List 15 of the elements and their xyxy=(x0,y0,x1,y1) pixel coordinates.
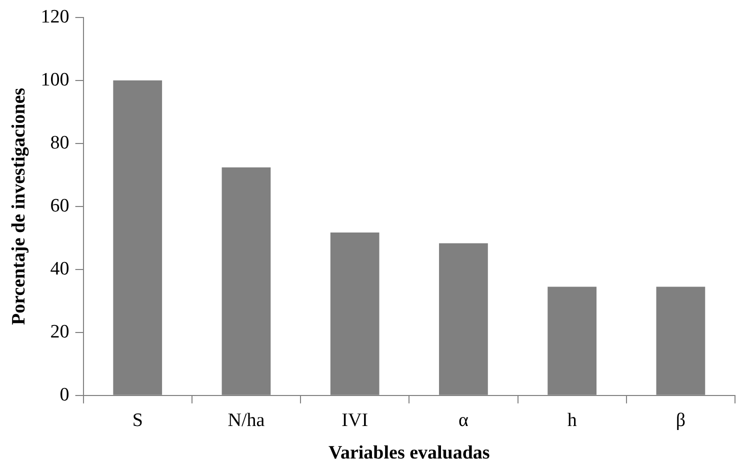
y-tick-label: 60 xyxy=(50,195,70,216)
y-axis-title: Porcentaje de investigaciones xyxy=(8,88,30,325)
x-tick-label: β xyxy=(676,410,686,431)
x-tick-label: N/ha xyxy=(228,410,266,431)
x-tick-label: α xyxy=(458,410,468,431)
x-tick-label: h xyxy=(567,410,578,431)
y-tick-label: 100 xyxy=(40,69,70,90)
y-tick-label: 80 xyxy=(50,132,70,154)
y-tick-label: 20 xyxy=(50,321,70,342)
y-tick-label: 120 xyxy=(40,6,70,28)
y-tick-label: 40 xyxy=(50,258,70,280)
x-tick-label: IVI xyxy=(342,410,368,431)
x-axis-title: Variables evaluadas xyxy=(328,442,490,464)
x-tick-label: S xyxy=(132,410,143,431)
y-tick-label: 0 xyxy=(60,384,70,406)
